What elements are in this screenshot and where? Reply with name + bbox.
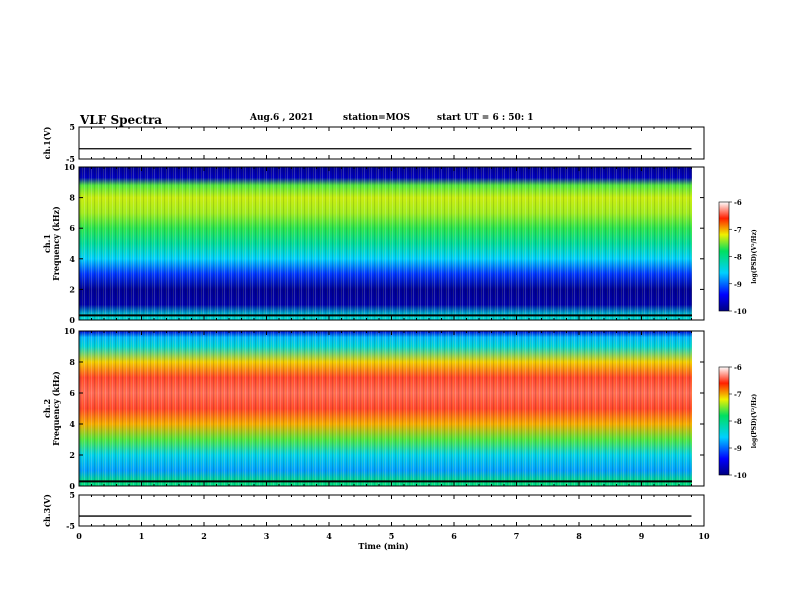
colorbar-tick-label: -8 [734, 253, 742, 262]
y-tick-label: 2 [69, 450, 75, 460]
colorbar-tick-label: -7 [734, 390, 742, 399]
y-tick-label: 5 [69, 490, 75, 500]
x-tick-label: 0 [76, 531, 82, 541]
y-tick-label: 8 [69, 193, 75, 203]
y-tick-label: 4 [69, 254, 75, 264]
panel-frame [78, 126, 705, 160]
start-time-label: start UT = 6 : 50: 1 [437, 113, 534, 123]
x-axis-label: Time (min) [358, 541, 408, 551]
x-tick-label: 2 [201, 531, 207, 541]
spectrogram-texture [79, 331, 692, 486]
y-tick-label: 2 [69, 284, 75, 294]
y-tick-label: -5 [66, 521, 75, 531]
y-tick-label: 6 [69, 388, 75, 398]
colorbar-tick-label: -6 [734, 363, 742, 372]
colorbar [718, 201, 730, 312]
x-tick-label: 8 [576, 531, 582, 541]
y-axis-label: ch.1(V) [42, 126, 52, 159]
station-label: station=MOS [343, 113, 411, 123]
spectrogram-texture [79, 167, 692, 320]
date-label: Aug.6 , 2021 [250, 113, 314, 123]
x-tick-label: 9 [639, 531, 645, 541]
y-tick-label: 6 [69, 223, 75, 233]
chart-title: VLF Spectra [80, 113, 163, 127]
x-tick-label: 1 [139, 531, 145, 541]
colorbar-tick-label: -10 [734, 307, 747, 316]
x-tick-label: 3 [264, 531, 270, 541]
x-tick-label: 5 [389, 531, 395, 541]
y-axis-label: ch.2 [42, 399, 52, 418]
y-tick-label: 5 [69, 122, 75, 132]
x-tick-label: 6 [451, 531, 457, 541]
colorbar-tick-label: -9 [734, 280, 742, 289]
x-tick-label: 4 [326, 531, 332, 541]
colorbar [718, 366, 730, 476]
y-tick-label: 0 [69, 315, 75, 325]
y-axis-label: Frequency (kHz) [51, 206, 61, 281]
colorbar-label: log(PSD)(V²/Hz) [751, 229, 758, 284]
colorbar-tick-label: -8 [734, 417, 742, 426]
y-axis-label: ch.3(V) [42, 494, 52, 527]
colorbar-tick-label: -6 [734, 198, 742, 207]
y-tick-label: 8 [69, 357, 75, 367]
panel-frame [78, 494, 705, 527]
y-tick-label: -5 [66, 154, 75, 164]
x-tick-label: 7 [514, 531, 520, 541]
colorbar-label: log(PSD)(V²/Hz) [751, 394, 758, 449]
y-axis-label: Frequency (kHz) [51, 371, 61, 446]
colorbar-tick-label: -9 [734, 444, 742, 453]
y-tick-label: 10 [64, 162, 76, 172]
y-tick-label: 0 [69, 481, 75, 491]
y-tick-label: 4 [69, 419, 75, 429]
colorbar-tick-label: -7 [734, 225, 742, 234]
y-axis-label: ch.1 [42, 234, 52, 253]
y-tick-label: 10 [64, 326, 76, 336]
x-tick-label: 10 [698, 531, 710, 541]
colorbar-tick-label: -10 [734, 471, 747, 480]
